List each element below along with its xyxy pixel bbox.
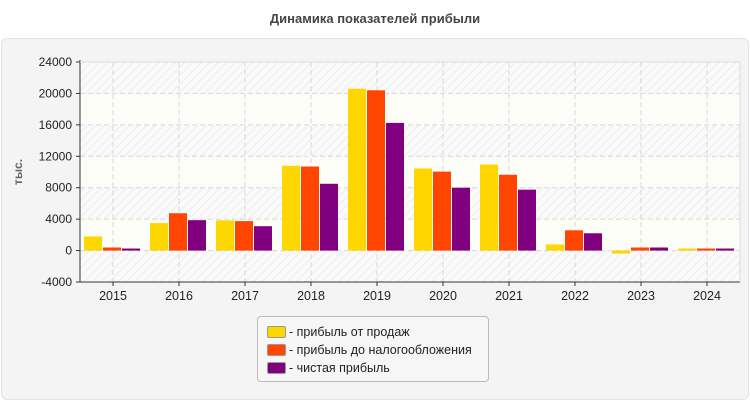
bar-2020-3 [452,187,470,251]
bar-2020-2 [433,171,451,251]
y-axis-label: тыс. [11,159,25,185]
x-tick-label: 2022 [561,289,589,303]
bar-2023-3 [650,247,668,251]
x-tick-label: 2015 [99,289,127,303]
bar-2022-2 [565,230,583,251]
bar-2023-2 [631,247,649,251]
y-tick-label: 16000 [39,118,73,132]
x-tick-label: 2017 [231,289,259,303]
legend-swatch [267,344,286,356]
x-tick-label: 2019 [363,289,391,303]
y-tick-label: -4000 [41,275,72,289]
legend-label: - чистая прибыль [289,361,390,375]
bar-2022-3 [584,233,602,251]
bar-2020-1 [414,168,432,251]
bar-2018-2 [301,166,319,251]
bar-2021-2 [499,174,517,251]
x-tick-label: 2018 [297,289,325,303]
bar-2021-3 [518,189,536,251]
bar-2016-3 [188,220,206,251]
y-tick-label: 8000 [45,181,72,195]
legend: - прибыль от продаж - прибыль до налогооб… [257,316,489,382]
y-tick-label: 20000 [39,86,73,100]
legend-label: - прибыль от продаж [289,325,410,339]
bar-2015-2 [103,247,121,251]
plot-band [80,156,740,188]
x-tick-label: 2020 [429,289,457,303]
bar-2019-1 [348,88,366,251]
legend-swatch [267,362,286,374]
x-tick-label: 2024 [693,289,721,303]
bar-2018-1 [282,165,300,251]
x-tick-label: 2016 [165,289,193,303]
legend-item: - прибыль от продаж [267,323,488,341]
bar-2019-2 [367,90,385,251]
x-tick-label: 2023 [627,289,655,303]
y-tick-label: 4000 [45,212,72,226]
legend-item: - чистая прибыль [267,359,488,377]
y-tick-label: 12000 [39,149,73,163]
bar-2024-1 [678,248,696,251]
x-tick-label: 2021 [495,289,523,303]
bar-2015-3 [122,248,140,251]
bar-2024-3 [716,248,734,251]
legend-label: - прибыль до налогообложения [289,343,472,357]
bar-2023-1 [612,250,630,254]
bar-2016-2 [169,213,187,251]
y-tick-label: 24000 [39,55,73,69]
bar-2017-1 [216,220,234,251]
chart-title: Динамика показателей прибыли [269,11,481,26]
bar-2019-3 [386,122,404,251]
plot-band [80,93,740,125]
bar-2022-1 [546,244,564,251]
bar-2018-3 [320,183,338,251]
y-tick-label: 0 [65,244,72,258]
legend-item: - прибыль до налогообложения [267,341,488,359]
bar-2021-1 [480,164,498,251]
bar-2017-3 [254,226,272,251]
legend-swatch [267,326,286,338]
bar-2017-2 [235,221,253,251]
bar-2024-2 [697,248,715,251]
bar-2016-1 [150,223,168,251]
bar-2015-1 [84,236,102,251]
